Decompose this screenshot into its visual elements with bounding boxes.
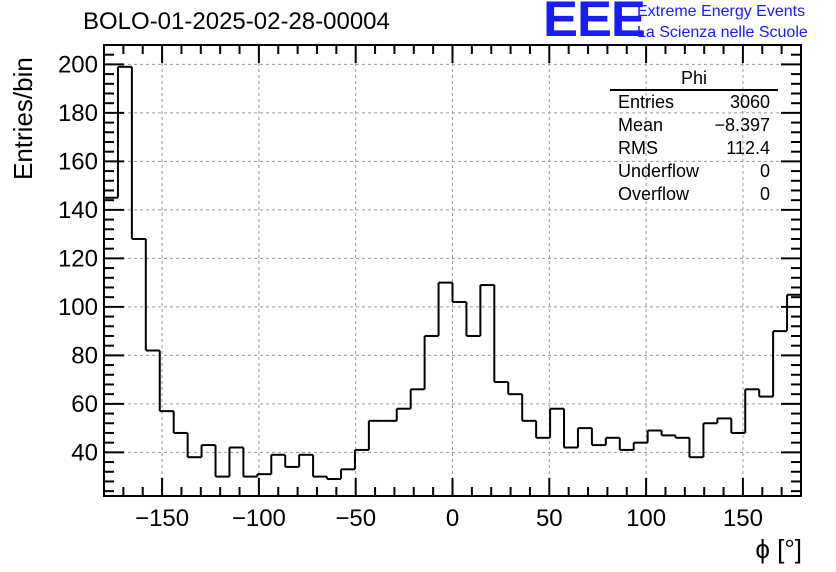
stats-box: Phi Entries 3060 Mean −8.397 RMS 112.4 U… bbox=[610, 68, 778, 206]
logo-line-1: Extreme Energy Events bbox=[637, 3, 806, 20]
histogram-bin bbox=[632, 441, 648, 450]
stats-value: −8.397 bbox=[714, 115, 770, 135]
histogram-bin bbox=[786, 293, 801, 332]
grid-lines bbox=[104, 45, 801, 496]
stats-value: 112.4 bbox=[726, 138, 770, 158]
x-tick-label: 150 bbox=[723, 505, 763, 532]
stats-row-overflow: Overflow 0 bbox=[610, 183, 778, 206]
chart-title: BOLO-01-2025-02-28-00004 bbox=[83, 8, 390, 35]
y-tick-label: 200 bbox=[58, 51, 98, 78]
stats-label: Mean bbox=[618, 115, 664, 135]
y-tick-label: 160 bbox=[58, 148, 98, 175]
y-tick-label: 80 bbox=[71, 342, 98, 369]
stats-row-mean: Mean −8.397 bbox=[610, 114, 778, 137]
stats-value: 0 bbox=[759, 184, 770, 204]
stats-value: 3060 bbox=[729, 92, 770, 112]
histogram-bin bbox=[576, 427, 592, 448]
x-tick-label: 50 bbox=[536, 505, 563, 532]
histogram-bin bbox=[493, 285, 509, 384]
histogram-bin bbox=[437, 281, 453, 336]
histogram-bin bbox=[590, 428, 606, 447]
logo-line-2: La Scienza nelle Scuole bbox=[637, 24, 808, 41]
histogram-bin bbox=[326, 476, 341, 481]
histogram-bin bbox=[353, 448, 369, 470]
histogram-bin bbox=[172, 411, 188, 434]
y-tick-label: 180 bbox=[58, 100, 98, 127]
x-axis-label: ϕ [°] bbox=[755, 534, 802, 564]
stats-value: 0 bbox=[759, 161, 770, 181]
histogram-bin bbox=[507, 382, 523, 396]
histogram-bin bbox=[563, 408, 578, 449]
histogram-bin bbox=[730, 418, 746, 434]
stats-label: RMS bbox=[618, 138, 658, 158]
histogram-bin bbox=[284, 454, 300, 468]
histogram-bin bbox=[744, 388, 760, 433]
stats-label: Entries bbox=[618, 92, 675, 112]
histogram-bin bbox=[465, 302, 481, 337]
histogram-bin bbox=[758, 389, 774, 398]
stats-row-underflow: Underflow 0 bbox=[610, 160, 778, 183]
histogram-bin bbox=[367, 419, 383, 450]
y-tick-label: 40 bbox=[71, 439, 98, 466]
histogram-bin bbox=[228, 446, 244, 477]
histogram-bin bbox=[116, 65, 132, 198]
histogram-bin bbox=[535, 420, 551, 439]
histogram-bin bbox=[409, 388, 425, 409]
histogram-bin bbox=[660, 430, 676, 437]
histogram-bin bbox=[144, 238, 160, 352]
y-tick-labels: 40 60 80 100 120 140 160 180 200 bbox=[58, 51, 98, 466]
x-tick-label: 100 bbox=[626, 505, 666, 532]
x-tick-label: 0 bbox=[446, 505, 459, 532]
x-tick-label: −150 bbox=[135, 505, 189, 532]
stats-label: Overflow bbox=[618, 184, 690, 204]
y-tick-label: 140 bbox=[58, 197, 98, 224]
stats-name: Phi bbox=[610, 68, 778, 91]
histogram-bin bbox=[674, 435, 690, 439]
x-tick-labels: −150 −100 −50 0 50 100 150 bbox=[135, 505, 763, 532]
histogram-bin bbox=[270, 453, 286, 475]
histogram-bin bbox=[688, 437, 704, 459]
histogram-bin bbox=[130, 66, 146, 240]
histogram-bin bbox=[242, 447, 258, 478]
histogram-bin bbox=[200, 444, 216, 458]
histogram-bin bbox=[339, 468, 355, 480]
histogram-bin bbox=[772, 330, 788, 397]
histogram-bins bbox=[103, 65, 801, 496]
histogram-bin bbox=[604, 436, 620, 446]
histogram-bin bbox=[618, 437, 634, 451]
eee-logo: EEE bbox=[543, 0, 646, 47]
histogram-bin bbox=[479, 284, 495, 336]
histogram-bin bbox=[423, 334, 439, 390]
histogram-bin bbox=[521, 394, 537, 422]
histogram-bin bbox=[103, 196, 118, 496]
histogram-bin bbox=[395, 407, 411, 421]
histogram-bin bbox=[214, 445, 230, 478]
stats-label: Underflow bbox=[618, 161, 700, 181]
histogram-bin bbox=[186, 432, 202, 459]
y-tick-label: 120 bbox=[58, 245, 98, 272]
y-tick-label: 60 bbox=[71, 391, 98, 418]
histogram-bin bbox=[312, 454, 328, 478]
stats-row-entries: Entries 3060 bbox=[610, 91, 778, 114]
histogram-bin bbox=[702, 422, 718, 458]
y-axis-label: Entries/bin bbox=[8, 57, 38, 180]
histogram-bin bbox=[716, 417, 732, 424]
histogram-bin bbox=[549, 407, 565, 438]
histogram-bin bbox=[451, 282, 467, 304]
histogram-bin bbox=[298, 453, 314, 467]
axis-ticks bbox=[103, 44, 802, 496]
histogram-bin bbox=[158, 350, 174, 413]
x-tick-label: −50 bbox=[335, 505, 376, 532]
stats-row-rms: RMS 112.4 bbox=[610, 137, 778, 160]
histogram-bin bbox=[646, 429, 662, 443]
histogram-bin bbox=[256, 473, 272, 477]
y-tick-label: 100 bbox=[58, 294, 98, 321]
x-tick-label: −100 bbox=[232, 505, 286, 532]
